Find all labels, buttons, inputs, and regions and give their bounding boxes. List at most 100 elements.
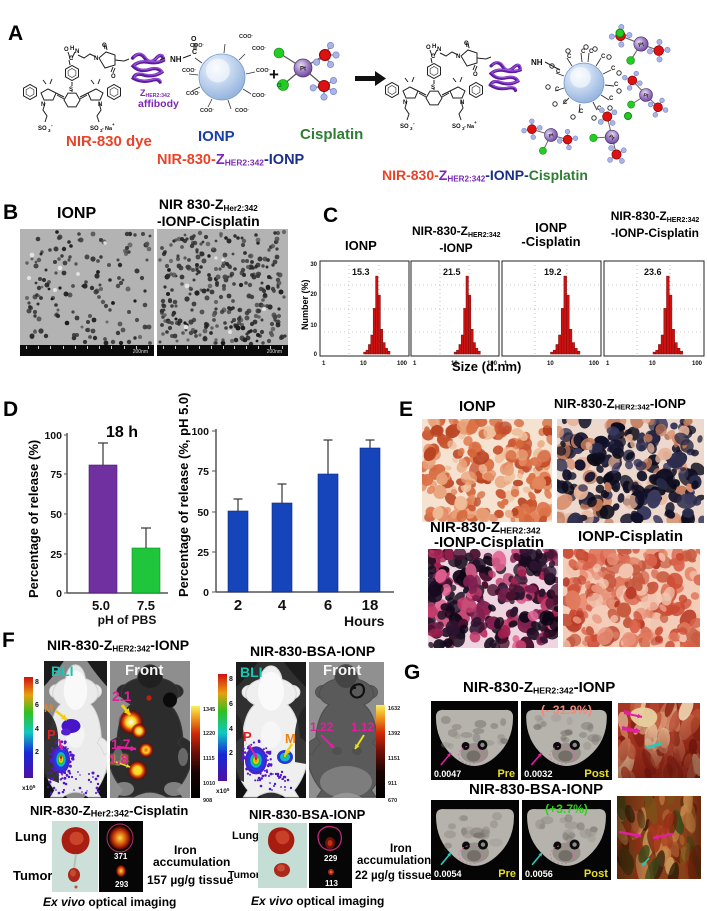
svg-text:2: 2	[229, 750, 233, 757]
svg-text:200nm: 200nm	[133, 349, 148, 355]
svg-text:7.5: 7.5	[137, 598, 155, 613]
svg-text:21.5: 21.5	[443, 267, 461, 277]
svg-text:SO: SO	[38, 126, 47, 132]
svg-text:-: -	[102, 126, 104, 132]
svg-text:75: 75	[197, 466, 209, 478]
svg-text:100: 100	[397, 361, 408, 367]
svg-text:100: 100	[589, 361, 600, 367]
svg-text:Pre: Pre	[498, 868, 516, 880]
svg-text:1632: 1632	[388, 706, 400, 712]
svg-text:1115: 1115	[203, 756, 215, 762]
svg-text:1220: 1220	[203, 731, 215, 737]
svg-text:N: N	[41, 102, 45, 108]
svg-text:COO-: COO-	[252, 44, 267, 52]
svg-text:N: N	[75, 49, 79, 55]
svg-text:C: C	[192, 49, 197, 56]
svg-text:S: S	[431, 85, 435, 91]
svg-text:20: 20	[310, 292, 317, 298]
svg-text:C: C	[431, 54, 436, 60]
svg-text:6: 6	[324, 597, 332, 614]
svg-text:COO-: COO-	[239, 32, 254, 40]
svg-text:3: 3	[100, 128, 103, 133]
svg-text:N: N	[456, 54, 460, 60]
svg-text:Pre: Pre	[498, 768, 516, 780]
svg-text:COO-: COO-	[256, 66, 271, 74]
svg-text:Na: Na	[467, 124, 475, 130]
svg-text:75: 75	[50, 469, 62, 481]
svg-text:6: 6	[229, 701, 233, 708]
svg-text:Pt: Pt	[643, 93, 649, 100]
svg-text:15.3: 15.3	[352, 267, 370, 277]
svg-text:N: N	[437, 47, 441, 53]
svg-text:0.0047: 0.0047	[434, 769, 461, 779]
svg-text:1010: 1010	[203, 781, 215, 787]
svg-text:NH: NH	[531, 58, 543, 67]
svg-text:O: O	[102, 43, 107, 49]
svg-text:COO-: COO-	[235, 106, 250, 114]
svg-text:pH of PBS: pH of PBS	[98, 613, 157, 627]
svg-text:1151: 1151	[388, 756, 400, 762]
svg-text:23.6: 23.6	[644, 267, 662, 277]
svg-text:C: C	[589, 49, 594, 55]
svg-text:10: 10	[649, 361, 656, 367]
svg-text:C: C	[563, 100, 568, 106]
svg-text:2: 2	[234, 597, 242, 614]
svg-text:COO-: COO-	[252, 91, 267, 99]
svg-text:N: N	[460, 100, 464, 106]
svg-text:NH: NH	[170, 55, 182, 64]
svg-text:293: 293	[115, 880, 129, 889]
svg-text:229: 229	[324, 854, 338, 863]
svg-text:Pt: Pt	[300, 67, 306, 73]
svg-text:Pt: Pt	[638, 42, 645, 49]
svg-text:10: 10	[360, 361, 367, 367]
svg-text:Hours: Hours	[344, 613, 385, 629]
svg-text:O: O	[191, 36, 197, 43]
svg-text:25: 25	[197, 547, 209, 559]
svg-text:25: 25	[50, 549, 62, 561]
svg-text:COO-: COO-	[200, 106, 215, 114]
svg-text:Cl: Cl	[277, 83, 283, 89]
svg-text:0: 0	[56, 588, 62, 600]
svg-text:10: 10	[451, 361, 458, 367]
svg-text:O: O	[426, 45, 431, 51]
svg-text:1345: 1345	[203, 707, 215, 713]
svg-text:670: 670	[388, 798, 397, 804]
svg-text:Post: Post	[584, 768, 609, 780]
svg-text:O: O	[464, 41, 469, 47]
svg-text:10: 10	[547, 361, 554, 367]
svg-text:4: 4	[229, 726, 233, 733]
svg-text:10: 10	[310, 323, 317, 329]
svg-text:x105: x105	[22, 784, 36, 792]
svg-text:3: 3	[48, 128, 51, 133]
svg-text:Post: Post	[584, 868, 608, 880]
svg-text:200nm: 200nm	[267, 349, 282, 355]
svg-text:0: 0	[203, 587, 209, 599]
svg-text:SO: SO	[90, 126, 99, 132]
svg-text:Pt: Pt	[548, 132, 555, 139]
svg-text:C: C	[609, 96, 614, 102]
svg-text:Pt: Pt	[607, 134, 615, 142]
svg-text:1: 1	[606, 361, 610, 367]
svg-text:C: C	[601, 54, 606, 60]
svg-text:0: 0	[314, 352, 318, 358]
svg-text:-: -	[413, 121, 415, 127]
svg-text:H: H	[432, 44, 436, 50]
svg-text:SO: SO	[452, 124, 461, 130]
svg-text:C: C	[556, 69, 561, 75]
svg-text:N: N	[94, 56, 98, 62]
svg-text:908: 908	[203, 798, 212, 804]
svg-text:C: C	[614, 82, 619, 88]
svg-text:O: O	[473, 72, 478, 78]
svg-text:100: 100	[692, 361, 703, 367]
svg-text:x105: x105	[216, 787, 230, 795]
svg-text:19.2: 19.2	[544, 267, 562, 277]
svg-text:18: 18	[362, 597, 379, 614]
svg-text:8: 8	[229, 676, 233, 683]
svg-text:C: C	[567, 54, 572, 60]
svg-text:5.0: 5.0	[92, 598, 110, 613]
svg-text:Na: Na	[105, 126, 113, 132]
svg-text:+: +	[269, 65, 279, 84]
svg-text:COO-: COO-	[190, 41, 205, 49]
svg-text:-: -	[51, 123, 53, 129]
svg-text:C: C	[611, 66, 616, 72]
